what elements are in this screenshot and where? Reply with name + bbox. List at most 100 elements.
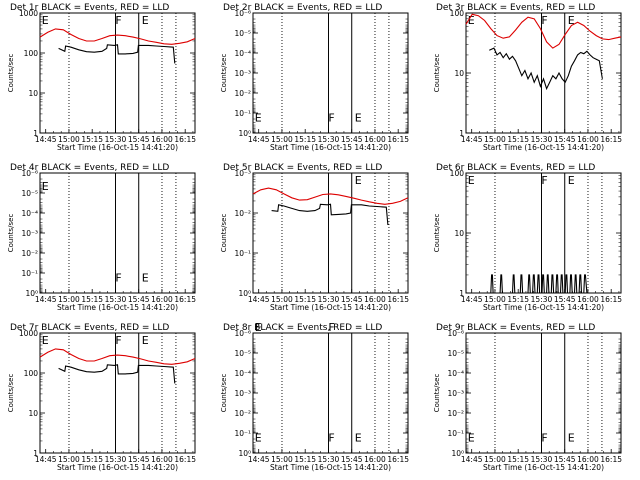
x-tick-label: 16:00 [577, 135, 599, 144]
x-tick-label: 16:00 [364, 455, 386, 464]
x-tick-label: 15:00 [58, 455, 80, 464]
series-events [489, 274, 588, 294]
y-tick-label: 100 [450, 9, 465, 18]
y-tick-label: 10⁻² [447, 409, 464, 418]
y-tick-label: 10 [28, 89, 38, 98]
y-tick-label: 100 [450, 169, 465, 178]
series-lld [252, 187, 409, 205]
y-axis-label: Counts/sec [7, 374, 15, 413]
marker-label: E [142, 272, 149, 285]
x-tick-label: 15:00 [484, 135, 506, 144]
x-axis-label: Start Time (16-Oct-15 14:41:20) [270, 303, 391, 312]
detector-panel-5: Det 5r BLACK = Events, RED = LLD Counts/s… [220, 163, 409, 334]
x-tick-label: 15:00 [58, 295, 80, 304]
x-tick-label: 15:30 [105, 455, 127, 464]
marker-label: E [42, 334, 49, 347]
x-tick-label: 15:30 [105, 295, 127, 304]
plot-frame [465, 12, 622, 134]
x-tick-label: 16:00 [364, 135, 386, 144]
detector-panel-8: Det 8r BLACK = Events, RED = LLD Counts/s… [220, 323, 409, 472]
y-tick-label: 10⁻² [21, 249, 38, 258]
x-tick-label: 16:15 [600, 455, 622, 464]
y-tick-label: 10⁻⁴ [234, 49, 251, 58]
x-tick-label: 16:00 [577, 455, 599, 464]
x-tick-label: 15:15 [507, 135, 529, 144]
x-tick-label: 16:00 [151, 455, 173, 464]
y-tick-label: 10⁻⁶ [21, 169, 38, 178]
x-tick-label: 15:45 [554, 135, 576, 144]
marker-label: E [568, 14, 575, 27]
marker-label: F [328, 321, 334, 334]
y-tick-label: 10⁻⁶ [234, 9, 251, 18]
y-tick-label: 1000 [19, 329, 38, 338]
marker-label: F [328, 432, 334, 445]
series-events [58, 364, 176, 384]
panel-title: Det 9r BLACK = Events, RED = LLD [436, 323, 595, 333]
series-lld [39, 28, 196, 45]
y-axis-label: Counts/sec [433, 54, 441, 93]
marker-label: E [255, 321, 262, 334]
x-tick-label: 14:45 [248, 135, 270, 144]
marker-label: E [568, 174, 575, 187]
y-tick-label: 10⁰ [25, 289, 38, 298]
x-tick-label: 14:45 [461, 295, 483, 304]
x-tick-label: 16:15 [600, 135, 622, 144]
x-tick-label: 15:45 [554, 295, 576, 304]
x-axis-label: Start Time (16-Oct-15 14:41:20) [57, 303, 178, 312]
x-tick-label: 16:15 [387, 295, 409, 304]
marker-label: E [468, 14, 475, 27]
x-tick-label: 16:15 [387, 135, 409, 144]
x-tick-label: 16:00 [151, 135, 173, 144]
marker-label: F [115, 14, 121, 27]
detector-panel-4: Det 4r BLACK = Events, RED = LLD Counts/s… [7, 163, 196, 312]
y-tick-label: 10⁻⁴ [447, 369, 464, 378]
x-tick-label: 15:00 [58, 135, 80, 144]
y-tick-label: 10⁻³ [447, 389, 464, 398]
y-tick-label: 10⁰ [238, 449, 251, 458]
x-tick-label: 15:15 [81, 455, 103, 464]
y-axis-label: Counts/sec [433, 374, 441, 413]
y-tick-label: 10⁻¹ [234, 429, 251, 438]
y-tick-label: 10⁰ [451, 449, 464, 458]
x-tick-label: 16:00 [577, 295, 599, 304]
y-tick-label: 10⁻³ [234, 69, 251, 78]
y-tick-label: 10⁰ [238, 129, 251, 138]
y-tick-label: 10⁻⁶ [447, 329, 464, 338]
panel-title: Det 3r BLACK = Events, RED = LLD [436, 3, 595, 13]
y-axis-label: Counts/sec [433, 214, 441, 253]
x-tick-label: 15:00 [271, 295, 293, 304]
x-tick-label: 14:45 [35, 295, 57, 304]
detector-panel-1: Det 1r BLACK = Events, RED = LLD Counts/s… [7, 3, 196, 152]
y-tick-label: 10⁻¹ [234, 109, 251, 118]
x-tick-label: 16:15 [174, 295, 196, 304]
x-tick-label: 15:15 [294, 135, 316, 144]
x-tick-label: 15:15 [81, 135, 103, 144]
y-tick-label: 10⁻¹ [234, 249, 251, 258]
marker-label: F [541, 174, 547, 187]
y-tick-label: 1000 [19, 9, 38, 18]
x-tick-label: 14:45 [248, 455, 270, 464]
plot-frame [39, 332, 196, 454]
x-tick-label: 14:45 [461, 135, 483, 144]
x-tick-label: 16:15 [174, 455, 196, 464]
y-tick-label: 100 [24, 49, 39, 58]
y-tick-label: 1 [33, 129, 38, 138]
detector-panel-3: Det 3r BLACK = Events, RED = LLD Counts/s… [433, 3, 622, 152]
x-tick-label: 15:15 [507, 295, 529, 304]
y-tick-label: 10⁻³ [234, 389, 251, 398]
x-tick-label: 15:30 [531, 135, 553, 144]
detector-panel-7: Det 7r BLACK = Events, RED = LLD Counts/s… [7, 323, 196, 472]
marker-label: E [468, 432, 475, 445]
marker-label: E [255, 112, 262, 125]
marker-label: E [255, 432, 262, 445]
x-tick-label: 15:00 [271, 455, 293, 464]
y-tick-label: 10⁻⁴ [21, 209, 38, 218]
series-lld [465, 13, 622, 49]
panel-title: Det 2r BLACK = Events, RED = LLD [223, 3, 382, 13]
x-axis-label: Start Time (16-Oct-15 14:41:20) [270, 463, 391, 472]
x-tick-label: 15:30 [318, 295, 340, 304]
y-tick-label: 10⁻² [234, 89, 251, 98]
y-tick-label: 10⁻¹ [447, 429, 464, 438]
x-tick-label: 15:45 [341, 295, 363, 304]
y-axis-label: Counts/sec [220, 54, 228, 93]
